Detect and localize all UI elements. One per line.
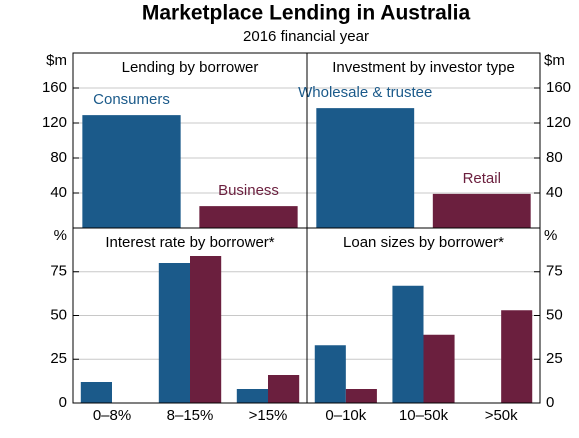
y-axis-label: % — [544, 227, 557, 244]
y-tick-label: 160 — [546, 79, 571, 96]
y-tick-label: 40 — [50, 184, 67, 201]
y-tick-label: 40 — [546, 184, 563, 201]
y-tick-label: 160 — [42, 79, 67, 96]
bar — [199, 206, 298, 228]
bar-label: Retail — [463, 170, 501, 187]
y-tick-label: 120 — [546, 114, 571, 131]
y-tick-label: 50 — [546, 306, 563, 323]
y-tick-label: 80 — [50, 149, 67, 166]
chart-subtitle: 2016 financial year — [243, 28, 369, 45]
y-tick-label: 80 — [546, 149, 563, 166]
bar — [316, 108, 415, 228]
panel-title: Interest rate by borrower* — [105, 234, 274, 251]
x-tick-label: 0–8% — [93, 407, 131, 424]
y-axis-label: $m — [544, 52, 565, 69]
y-tick-label: 0 — [546, 394, 554, 411]
y-tick-label: 25 — [546, 350, 563, 367]
x-tick-label: 8–15% — [167, 407, 214, 424]
y-axis-label: % — [54, 227, 67, 244]
y-tick-label: 75 — [546, 263, 563, 280]
panel-title: Lending by borrower — [122, 59, 259, 76]
bar — [80, 382, 112, 403]
bar — [82, 115, 181, 228]
y-axis-label: $m — [46, 52, 67, 69]
x-tick-label: 0–10k — [325, 407, 366, 424]
bar — [158, 263, 190, 403]
bar — [236, 389, 268, 403]
y-tick-label: 120 — [42, 114, 67, 131]
panel-title: Loan sizes by borrower* — [343, 234, 504, 251]
bar — [423, 334, 455, 403]
bar — [190, 256, 222, 403]
y-tick-label: 75 — [50, 263, 67, 280]
x-tick-label: 10–50k — [399, 407, 449, 424]
y-tick-label: 25 — [50, 350, 67, 367]
bar-label: Consumers — [93, 91, 170, 108]
bar-label: Wholesale & trustee — [298, 84, 432, 101]
bar — [501, 310, 533, 403]
chart-title: Marketplace Lending in Australia — [142, 2, 471, 25]
bar — [345, 389, 377, 403]
x-tick-label: >50k — [485, 407, 518, 424]
bar-label: Business — [218, 182, 279, 199]
bar — [432, 193, 531, 228]
y-tick-label: 50 — [50, 306, 67, 323]
bar — [392, 285, 424, 403]
x-tick-label: >15% — [249, 407, 288, 424]
bar — [268, 375, 300, 403]
panel-title: Investment by investor type — [332, 59, 515, 76]
y-tick-label: 0 — [59, 394, 67, 411]
bar — [314, 345, 346, 403]
